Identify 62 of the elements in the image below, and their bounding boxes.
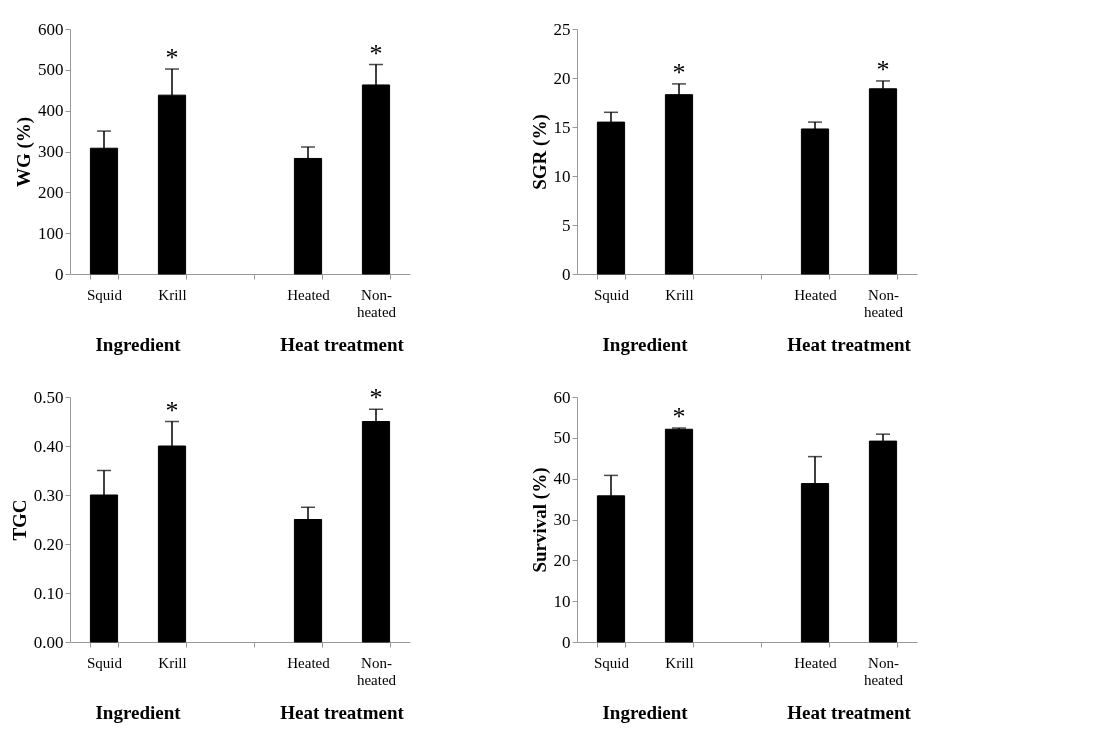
x-tick-label: Heated	[287, 654, 331, 671]
text: Heat treatment	[787, 334, 912, 355]
x-tick-label: Krill	[158, 654, 187, 671]
x-tick-label: Non-heated	[356, 654, 397, 688]
y-tick-label: 15	[553, 117, 571, 137]
x-tick-label: Heated	[287, 286, 331, 303]
text: Ingredient	[602, 702, 689, 723]
text: Heat treatment	[787, 702, 912, 723]
x-tick-label: Squid	[86, 654, 123, 671]
y-tick-label: 300	[38, 142, 64, 161]
text: Heat treatment	[280, 334, 405, 355]
y-tick-label: 200	[38, 182, 64, 202]
x-tick-label: Heated	[794, 654, 838, 671]
y-tick-label: 40	[553, 469, 571, 489]
y-axis-title: TGC	[8, 499, 30, 541]
y-tick-label: 0	[562, 264, 571, 284]
x-tick-label: Squid	[593, 654, 630, 671]
y-tick-label: 0.50	[33, 387, 64, 407]
x-tick-label: Squid	[593, 286, 630, 303]
y-tick-label: 100	[38, 223, 64, 243]
text: Heat treatment	[280, 702, 405, 723]
text: Ingredient	[95, 334, 182, 355]
annotation: *	[672, 402, 686, 432]
y-tick-label: 10	[553, 166, 571, 186]
annotation: *	[165, 395, 179, 425]
y-tick-label: 0	[55, 264, 64, 284]
annotation: *	[165, 43, 179, 73]
bar	[664, 428, 694, 643]
x-tick-label: Krill	[665, 654, 694, 671]
y-tick-label: 0.00	[33, 632, 64, 652]
annotation: *	[369, 38, 383, 68]
y-tick-label: 50	[553, 428, 571, 448]
y-tick-label: 30	[553, 510, 571, 529]
y-tick-label: 500	[38, 60, 64, 80]
annotation: *	[672, 57, 686, 87]
x-tick-label: Non-heated	[356, 286, 397, 320]
y-tick-label: 10	[553, 591, 571, 611]
x-tick-label: Heated	[794, 286, 838, 303]
text: Ingredient	[602, 334, 689, 355]
y-tick-label: 0	[562, 632, 571, 652]
y-tick-label: 0.30	[33, 485, 64, 505]
y-tick-label: 60	[553, 387, 571, 407]
x-tick-label: Squid	[86, 286, 123, 303]
y-tick-label: 5	[562, 215, 571, 235]
text: Ingredient	[95, 702, 182, 723]
y-tick-label: 20	[553, 68, 571, 88]
x-tick-label: Krill	[665, 286, 694, 303]
annotation: *	[876, 54, 890, 84]
x-tick-label: Non-heated	[863, 654, 904, 688]
y-axis-title: Survival (%)	[528, 467, 551, 573]
y-tick-label: 600	[38, 19, 64, 39]
y-tick-label: 0.10	[33, 583, 64, 603]
x-tick-label: Non-heated	[863, 286, 904, 320]
y-tick-label: 25	[553, 19, 571, 39]
annotation: *	[369, 383, 383, 413]
y-tick-label: 0.40	[33, 436, 64, 456]
y-axis-title: SGR (%)	[528, 114, 551, 190]
y-tick-label: 0.20	[33, 534, 64, 554]
y-tick-label: 20	[553, 550, 571, 570]
x-tick-label: Krill	[158, 286, 187, 303]
y-axis-title: WG (%)	[13, 116, 35, 188]
y-tick-label: 400	[38, 101, 64, 121]
